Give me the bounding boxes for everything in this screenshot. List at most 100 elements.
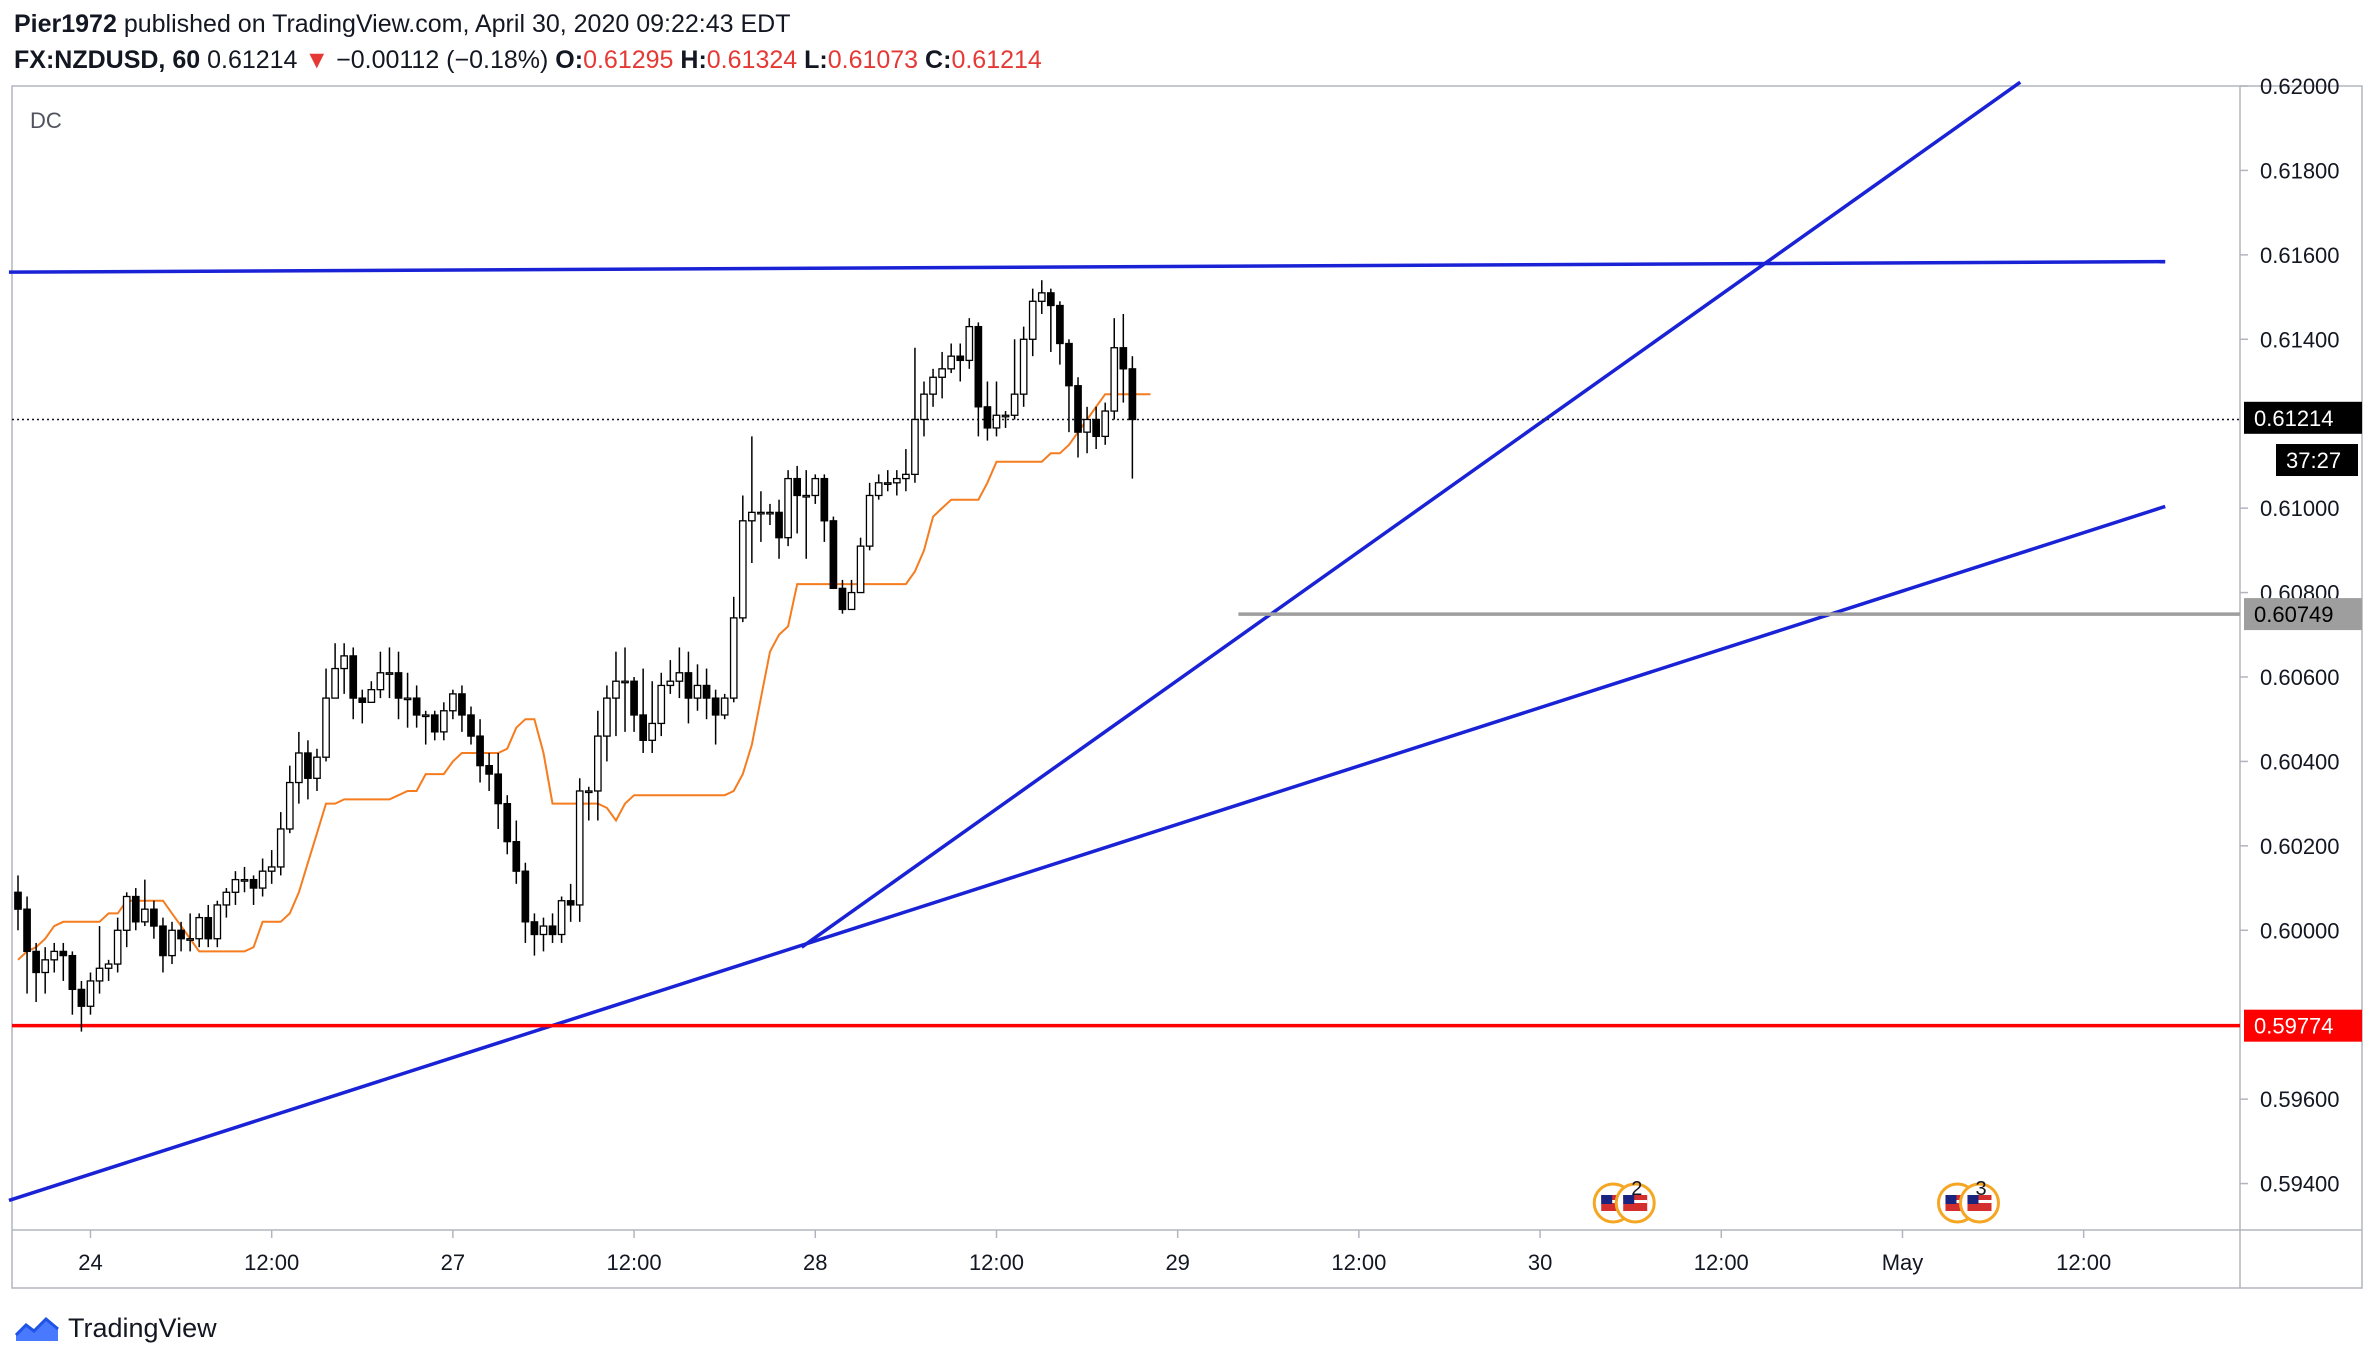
candle-up-body [168, 929, 176, 957]
donchian-middle-line [17, 393, 1151, 961]
candle-up-body [738, 520, 747, 619]
candle [1010, 339, 1019, 420]
candle-up-body [186, 938, 194, 941]
indicator-label[interactable]: DC [30, 108, 62, 133]
candle [1110, 318, 1119, 420]
candle [512, 820, 521, 884]
candle [267, 850, 276, 884]
candle [729, 596, 738, 703]
candle-down-body [394, 672, 403, 699]
candle-down-body [1074, 385, 1082, 433]
y-tick-label: 0.59600 [2260, 1087, 2340, 1112]
candle-up-body [449, 693, 457, 712]
candle-up-body [802, 494, 811, 498]
x-tick-label: 27 [441, 1250, 465, 1275]
candle-down-body [820, 477, 829, 522]
candle-up-body [902, 473, 910, 480]
candle [503, 795, 512, 855]
candle [77, 980, 86, 1032]
candle [720, 693, 729, 720]
candle-up-body [911, 418, 919, 476]
candle-down-body [68, 954, 77, 991]
candle [603, 685, 611, 762]
symbol-name[interactable]: FX:NZDUSD, 60 [14, 46, 201, 74]
event-count: 3 [1975, 1178, 1986, 1200]
candle-down-body [1065, 342, 1073, 387]
candle [657, 672, 666, 737]
x-tick-label: 28 [803, 1250, 827, 1275]
candle-up-body [122, 895, 131, 931]
candle-up-body [666, 680, 675, 687]
horizontal-resistance-line[interactable] [8, 259, 2166, 274]
low-label: L: [804, 46, 828, 74]
candle-down-body [829, 520, 838, 589]
brand-name[interactable]: TradingView [68, 1312, 217, 1343]
candle-up-body [41, 959, 50, 974]
candle [557, 896, 566, 943]
candle-up-body [648, 722, 657, 741]
candle-up-body [883, 482, 892, 485]
candle-up-body [929, 376, 937, 395]
candle [1092, 406, 1100, 450]
economic-event-icon[interactable]: 2 [1592, 1178, 1656, 1224]
economic-event-icon[interactable]: 3 [1936, 1178, 2000, 1224]
candle-up-body [784, 477, 792, 539]
candle [439, 702, 448, 741]
candle-up-body [593, 735, 602, 792]
candle-up-body [748, 511, 756, 522]
candle-down-body [458, 693, 466, 716]
candle-up-body [258, 870, 267, 889]
candle [449, 689, 457, 720]
tradingview-logo-icon[interactable] [14, 1313, 60, 1343]
candle-up-body [86, 980, 95, 1007]
candle-up-body [575, 790, 584, 906]
y-tick-label: 0.60600 [2260, 665, 2340, 690]
candle-up-body [603, 697, 611, 737]
candle-up-body [213, 904, 222, 940]
candle-down-body [974, 325, 983, 408]
candle [684, 651, 693, 724]
candle-down-body [503, 802, 512, 843]
candle [367, 681, 376, 703]
us-flag-stripe [1945, 1200, 1970, 1203]
candle [584, 786, 593, 821]
candle [992, 381, 1001, 437]
close-label: C: [925, 46, 952, 74]
candle-down-body [775, 511, 783, 539]
author-name[interactable]: Pier1972 [14, 10, 117, 38]
candle [95, 926, 104, 994]
candle-down-body [131, 895, 140, 923]
candle-up-body [1010, 393, 1019, 416]
candle-up-body [811, 477, 820, 497]
candle [50, 942, 59, 973]
x-tick-label: 30 [1528, 1250, 1552, 1275]
candle [104, 959, 113, 981]
candle-down-body [485, 764, 493, 775]
candle-up-body [584, 790, 593, 794]
candle [911, 347, 919, 483]
candle [358, 689, 367, 724]
candle-up-body [140, 908, 149, 923]
symbol-line: FX:NZDUSD, 60 0.61214 ▼ −0.00112 (−0.18%… [14, 42, 1042, 78]
candle-up-body [367, 689, 376, 703]
trendlines[interactable] [8, 80, 2240, 1203]
candle-down-body [23, 908, 31, 953]
candle [974, 322, 983, 437]
candle [421, 710, 430, 745]
candle [639, 668, 647, 753]
candle [1128, 356, 1137, 479]
candle [249, 875, 258, 905]
candle-down-body [711, 697, 720, 716]
candle-up-body [729, 617, 738, 699]
candle [983, 381, 992, 441]
candle [494, 752, 503, 829]
candle-down-body [159, 925, 167, 957]
candle [159, 917, 167, 973]
steep-trendline[interactable] [800, 80, 2022, 949]
candle [1037, 280, 1046, 314]
candle [1001, 411, 1010, 428]
candle [313, 748, 321, 791]
long-trendline[interactable] [8, 504, 2166, 1203]
